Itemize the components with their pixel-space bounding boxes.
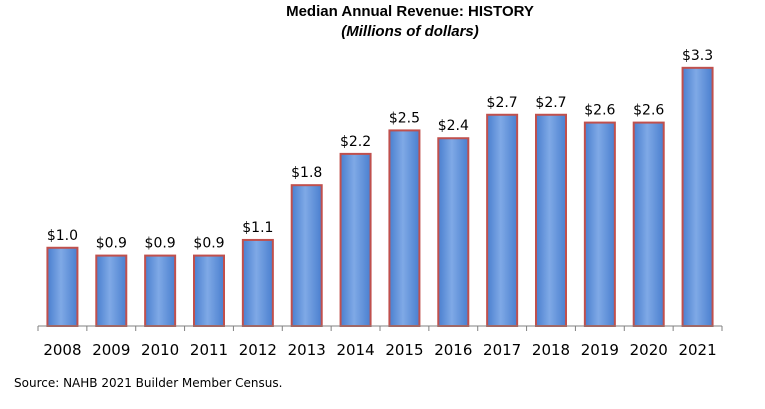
x-tick-label-2012: 2012 [239,341,277,359]
data-label-2018: $2.7 [535,95,566,111]
bar-2020 [632,121,665,327]
bar-2016 [437,137,470,327]
x-tick-label-2016: 2016 [434,341,472,359]
x-tick-label-2018: 2018 [532,341,570,359]
bar-2014 [339,152,372,327]
bar-2010 [144,254,177,328]
bar-2013 [290,184,323,327]
data-label-2014: $2.2 [340,134,371,150]
data-label-2017: $2.7 [487,95,518,111]
bars-group: $1.0 $0.9 $0.9 $0.9 $1.1 $1.8 $2.2 $2.5 $2.4 $2.7… [46,48,714,328]
x-tick-label-2009: 2009 [92,341,130,359]
bar-2021 [681,66,714,328]
x-tick-label-2021: 2021 [678,341,716,359]
chart-subtitle: (Millions of dollars) [341,23,479,40]
x-tick-label-2015: 2015 [385,341,423,359]
x-tick-label-2019: 2019 [581,341,619,359]
x-tick-label-2010: 2010 [141,341,179,359]
x-tick-label-2013: 2013 [288,341,326,359]
data-label-2016: $2.4 [438,118,469,134]
data-label-2011: $0.9 [193,236,224,252]
data-label-2015: $2.5 [389,110,420,126]
bar-2019 [583,121,616,327]
bar-2017 [486,113,519,327]
data-label-2009: $0.9 [96,236,127,252]
x-tick-label-2017: 2017 [483,341,521,359]
bar-2015 [388,129,421,327]
bar-2012 [241,238,274,327]
x-tick-label-2020: 2020 [630,341,668,359]
bar-2011 [193,254,225,328]
data-label-2008: $1.0 [47,228,78,244]
data-label-2012: $1.1 [242,220,273,236]
data-label-2021: $3.3 [682,48,713,64]
bar-2008 [46,246,79,327]
x-tick-label-2014: 2014 [336,341,374,359]
data-label-2019: $2.6 [584,103,615,119]
bar-2018 [535,113,567,327]
data-label-2013: $1.8 [291,165,322,181]
bar-2009 [95,254,128,328]
data-label-2010: $0.9 [145,236,176,252]
x-tick-label-2008: 2008 [43,341,81,359]
source-note: Source: NAHB 2021 Builder Member Census. [14,376,282,390]
x-axis-ticks: 2008 2009 2010 2011 2012 2013 2014 2015 2016 2017… [37,326,723,359]
x-tick-label-2011: 2011 [190,341,228,359]
data-label-2020: $2.6 [633,103,664,119]
chart-title: Median Annual Revenue: HISTORY [286,3,534,20]
